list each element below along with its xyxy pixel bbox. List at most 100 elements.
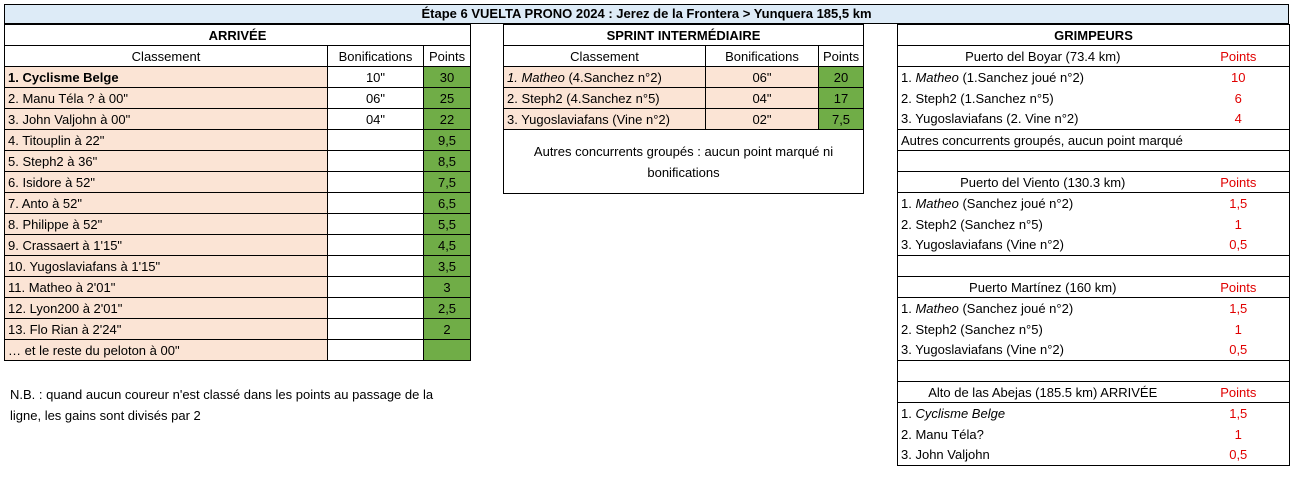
table-row: 2. Steph2 (4.Sanchez n°5) 04" 17 (503, 87, 865, 109)
table-row: 2. Steph2 (Sanchez n°5) 1 (898, 319, 1290, 340)
rider-name: 9. Crassaert à 1'15" (4, 234, 328, 256)
climber-rank: 3. (901, 447, 916, 463)
rider-points: 3 (422, 276, 472, 298)
climber-name: John Valjohn (915, 447, 990, 463)
table-row: 3. John Valjohn 0,5 (898, 445, 1290, 466)
climber-rank: 1. (901, 300, 916, 316)
table-row: 13. Flo Rian à 2'24" 2 (4, 318, 472, 340)
rider-bonif (327, 129, 424, 151)
rider-bonif (327, 318, 424, 340)
rider-bonif (327, 339, 424, 361)
table-row: 5. Steph2 à 36" 8,5 (4, 150, 472, 172)
rider-name: 10. Yugoslaviafans à 1'15" (4, 255, 328, 277)
climber-detail: (1.Sanchez joué n°2) (958, 69, 1085, 85)
climber: 2. Steph2 (1.Sanchez n°5) (898, 88, 1188, 109)
rider-bonif (327, 213, 424, 235)
climber-rank: 3. (901, 237, 916, 253)
climb-points-label: Points (1187, 171, 1290, 193)
climb-note-row: Autres concurrents groupés, aucun point … (897, 129, 1290, 151)
climber-detail: (Sanchez joué n°2) (958, 300, 1074, 316)
climber-name: Steph2 (Sanchez n°5) (915, 216, 1043, 232)
climb-name: Puerto del Viento (130.3 km) (897, 171, 1188, 193)
rider-points: 3,5 (422, 255, 472, 277)
sprint-rider: 2. Steph2 (4.Sanchez n°5) (503, 87, 706, 109)
climber: 3. Yugoslaviafans (Vine n°2) (898, 340, 1188, 361)
arrivee-col-bonif: Bonifications (327, 45, 424, 67)
table-row: 3. John Valjohn à 00" 04" 22 (4, 108, 472, 130)
rider-bonif: 10" (327, 66, 424, 88)
climber-rank: 1. (901, 405, 916, 421)
climb-name: Alto de las Abejas (185.5 km) ARRIVÉE (897, 381, 1188, 403)
climber-name: Matheo (915, 300, 959, 316)
arrivee-heading: ARRIVÉE (3, 24, 472, 46)
rider-name: 8. Philippe à 52" (4, 213, 328, 235)
spacer-cell (898, 151, 1290, 172)
arrivee-col-points: Points (422, 45, 472, 67)
climber-rank: 3. (901, 342, 916, 358)
rider-points: 6,5 (422, 192, 472, 214)
table-row: 3. Yugoslaviafans (Vine n°2) 02" 7,5 (503, 108, 865, 130)
climber-points: 1,5 (1187, 192, 1290, 214)
climber-points: 1,5 (1187, 402, 1290, 424)
rider-points: 2,5 (422, 297, 472, 319)
table-row: 1. Matheo (4.Sanchez n°2) 06" 20 (503, 66, 865, 88)
sprint-col-bonif: Bonifications (705, 45, 819, 67)
rider-name: 12. Lyon200 à 2'01" (4, 297, 328, 319)
table-row: 3. Yugoslaviafans (2. Vine n°2) 4 (898, 109, 1290, 130)
climber-name: Cyclisme Belge (915, 405, 1006, 421)
grimpeurs-table: GRIMPEURS Puerto del Boyar (73.4 km) Poin… (897, 24, 1291, 466)
rider-bonif (327, 297, 424, 319)
sprint-col-points: Points (817, 45, 865, 67)
climber-rank: 2. (901, 426, 916, 442)
climber-points: 1 (1234, 321, 1242, 337)
arrivee-table: ARRIVÉE Classement Bonifications Points … (3, 24, 472, 361)
climber: 3. Yugoslaviafans (2. Vine n°2) (898, 109, 1188, 130)
sprint-table: SPRINT INTERMÉDIAIRE Classement Bonifica… (502, 24, 865, 194)
rider-name: … et le reste du peloton à 00" (4, 339, 328, 361)
climber-name: Matheo (915, 69, 959, 85)
sprint-bonif: 04" (705, 87, 819, 109)
rider-name: 7. Anto à 52" (4, 192, 328, 214)
rider-points: 25 (422, 87, 472, 109)
rider-points: 4,5 (422, 234, 472, 256)
climber: 2. Steph2 (Sanchez n°5) (898, 319, 1188, 340)
table-row: 6. Isidore à 52" 7,5 (4, 171, 472, 193)
table-row: 7. Anto à 52" 6,5 (4, 192, 472, 214)
rider-points: 7,5 (422, 171, 472, 193)
rider-name: 13. Flo Rian à 2'24" (4, 318, 328, 340)
rider-points: 30 (422, 66, 472, 88)
rider-name: 4. Titouplin à 22" (4, 129, 328, 151)
climber: 2. Manu Téla? (898, 424, 1188, 445)
sprint-col-classement: Classement (503, 45, 706, 67)
climber: 1. Matheo (Sanchez joué n°2) (897, 297, 1188, 319)
table-row: 12. Lyon200 à 2'01" 2,5 (4, 297, 472, 319)
table-row: 11. Matheo à 2'01" 3 (4, 276, 472, 298)
rider-bonif (327, 192, 424, 214)
sprint-heading: SPRINT INTERMÉDIAIRE (502, 24, 865, 46)
table-row: 1. Matheo (Sanchez joué n°2) 1,5 (897, 192, 1290, 214)
sprint-rider-name: 2. Steph2 (4.Sanchez n°5) (507, 90, 660, 106)
rider-bonif: 06" (327, 87, 424, 109)
climber: 1. Matheo (Sanchez joué n°2) (897, 192, 1188, 214)
climber-name: Steph2 (Sanchez n°5) (915, 321, 1043, 337)
table-row: 2. Steph2 (1.Sanchez n°5) 6 (898, 88, 1290, 109)
climber: 1. Matheo (1.Sanchez joué n°2) (897, 66, 1188, 88)
sprint-points: 17 (817, 87, 865, 109)
grimpeurs-heading: GRIMPEURS (897, 24, 1290, 46)
rider-name: 1. Cyclisme Belge (4, 66, 328, 88)
table-row: 9. Crassaert à 1'15" 4,5 (4, 234, 472, 256)
rider-name: 11. Matheo à 2'01" (4, 276, 328, 298)
rider-bonif (327, 276, 424, 298)
spacer-row (898, 151, 1290, 172)
climber: 1. Cyclisme Belge (897, 402, 1188, 424)
rider-bonif (327, 171, 424, 193)
table-row: 4. Titouplin à 22" 9,5 (4, 129, 472, 151)
climber: 2. Steph2 (Sanchez n°5) (898, 214, 1188, 235)
table-row: 2. Manu Téla? 1 (898, 424, 1290, 445)
table-row: 3. Yugoslaviafans (Vine n°2) 0,5 (898, 235, 1290, 256)
climb-note-row (897, 255, 1290, 277)
rider-points: 2 (422, 318, 472, 340)
sprint-note: Autres concurrents groupés : aucun point… (502, 129, 865, 194)
climb-points-label: Points (1187, 276, 1290, 298)
climb-note (897, 255, 1290, 277)
